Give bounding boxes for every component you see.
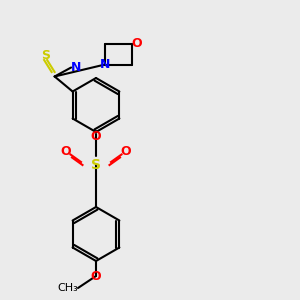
Text: O: O [61, 145, 71, 158]
Text: O: O [91, 130, 101, 143]
Text: S: S [91, 158, 101, 172]
Text: S: S [41, 49, 50, 62]
Text: N: N [100, 58, 110, 71]
Text: N: N [70, 61, 81, 74]
Text: O: O [131, 37, 142, 50]
Text: O: O [121, 145, 131, 158]
Text: CH₃: CH₃ [57, 283, 78, 293]
Text: O: O [91, 269, 101, 283]
